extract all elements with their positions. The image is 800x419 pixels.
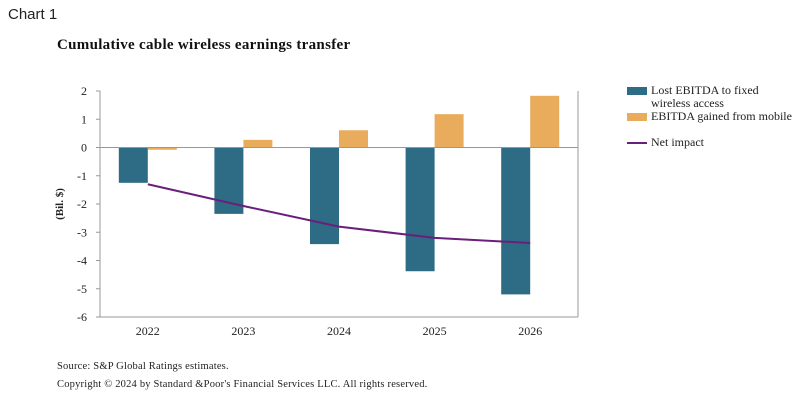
y-tick-label: 1 — [81, 112, 87, 126]
y-tick-label: -5 — [77, 282, 87, 296]
bar-gained-ebitda — [339, 130, 368, 148]
y-tick-label: -2 — [77, 197, 87, 211]
y-axis-title: (Bil. $) — [54, 188, 66, 220]
bar-gained-ebitda — [434, 114, 464, 148]
bar-lost-ebitda — [214, 147, 244, 214]
legend-swatch-gained-ebitda — [627, 113, 647, 121]
x-tick-label: 2025 — [423, 324, 447, 338]
x-tick-label: 2026 — [518, 324, 542, 338]
bar-lost-ebitda — [118, 147, 148, 183]
y-tick-label: -3 — [77, 225, 87, 239]
chart-title: Cumulative cable wireless earnings trans… — [57, 37, 351, 53]
y-tick-label: -4 — [77, 254, 87, 268]
legend-swatch-lost-ebitda — [627, 87, 647, 95]
source-note: Source: S&P Global Ratings estimates. — [57, 361, 229, 372]
x-tick-label: 2022 — [136, 324, 160, 338]
net-impact-line — [147, 183, 531, 244]
bar-lost-ebitda — [310, 147, 339, 245]
legend-label-net-impact: Net impact — [651, 135, 704, 149]
bar-gained-ebitda — [147, 147, 177, 150]
y-tick-label: -6 — [77, 310, 87, 324]
x-tick-label: 2023 — [231, 324, 255, 338]
legend-label-gained-ebitda: EBITDA gained from mobile — [651, 109, 792, 123]
y-tick-label: -1 — [77, 169, 87, 183]
x-tick-label: 2024 — [327, 324, 351, 338]
bar-gained-ebitda — [530, 95, 560, 148]
y-tick-label: 2 — [81, 84, 87, 98]
legend-item-lost-ebitda: Lost EBITDA to fixed wireless access — [627, 84, 797, 110]
legend: Lost EBITDA to fixed wireless access EBI… — [627, 84, 797, 149]
bar-gained-ebitda — [243, 139, 273, 148]
bar-lost-ebitda — [501, 147, 531, 295]
copyright-note: Copyright © 2024 by Standard &Poor's Fin… — [57, 379, 428, 390]
legend-item-net-impact: Net impact — [627, 136, 797, 149]
legend-swatch-net-impact — [627, 142, 647, 144]
legend-label-lost-ebitda: Lost EBITDA to fixed wireless access — [651, 83, 759, 110]
y-tick-label: 0 — [81, 141, 87, 155]
chart-label: Chart 1 — [8, 6, 58, 23]
bar-lost-ebitda — [405, 147, 435, 272]
legend-item-gained-ebitda: EBITDA gained from mobile — [627, 110, 797, 136]
